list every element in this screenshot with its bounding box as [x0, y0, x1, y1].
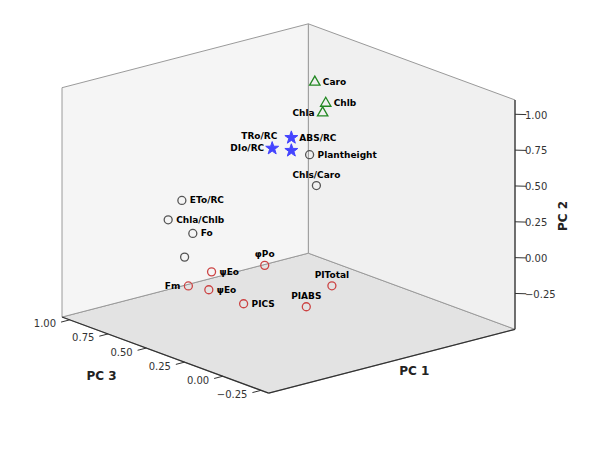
- point-label: Chla/Chlb: [176, 215, 225, 225]
- point: [321, 97, 331, 106]
- point-label: ABS/RC: [299, 133, 337, 143]
- y-tick: [214, 376, 223, 378]
- z-tick-label: 0.25: [525, 217, 547, 228]
- point: [328, 282, 336, 290]
- y-tick: [252, 390, 261, 392]
- point-label: Fm: [165, 281, 181, 291]
- point-label: TRo/RC: [241, 131, 277, 141]
- point: [266, 142, 279, 154]
- axes: PC 1 1.00 0.75 0.50 0.25 0.00 −0.25 PC 3 −0.25 0.…: [34, 100, 570, 400]
- point: [285, 131, 298, 143]
- x-axis-title: PC 1: [399, 364, 429, 378]
- point-label: PITotal: [315, 270, 350, 280]
- y-tick-label: 0.00: [187, 375, 209, 386]
- y-tick-label: 0.25: [149, 361, 171, 372]
- point-label: ETo/RC: [190, 195, 224, 205]
- point-labels: Caro Chlb Chla Plantheight Chls/Caro ETo/RC Ch…: [165, 77, 378, 309]
- y-tick: [176, 362, 185, 364]
- y-axis-title: PC 3: [86, 369, 116, 383]
- point-label: PIABS: [291, 291, 321, 301]
- point-label: Fo: [201, 228, 213, 238]
- point-label: Chls/Caro: [292, 170, 340, 180]
- point-label: Chlb: [334, 98, 357, 108]
- point: [310, 76, 320, 85]
- y-axis-line: [62, 317, 269, 393]
- point-label: φPo: [255, 249, 275, 259]
- point: [189, 229, 197, 237]
- point-label: ψEo: [217, 285, 236, 295]
- x-axis-line: [269, 329, 515, 393]
- point: [164, 216, 172, 224]
- point-label: DIo/RC: [230, 143, 264, 153]
- data-points: [164, 76, 336, 311]
- point-label: Chla: [292, 108, 314, 118]
- point: [184, 282, 192, 290]
- y-tick-label: 0.75: [72, 332, 94, 343]
- point: [285, 144, 298, 156]
- point: [317, 107, 327, 116]
- point-label: Caro: [323, 77, 346, 87]
- point-label: Plantheight: [318, 150, 378, 160]
- point: [306, 151, 314, 159]
- y-tick-label: −0.25: [217, 389, 248, 400]
- y-tick-label: 1.00: [34, 318, 56, 329]
- point: [205, 286, 213, 294]
- chart: PC 1 1.00 0.75 0.50 0.25 0.00 −0.25 PC 3 −0.25 0.…: [0, 0, 600, 453]
- y-tick: [138, 348, 147, 350]
- z-tick-label: −0.25: [525, 289, 556, 300]
- z-axis-title: PC 2: [556, 201, 570, 231]
- z-tick-label: 1.00: [525, 110, 547, 121]
- point: [240, 300, 248, 308]
- z-tick-label: 0.75: [525, 145, 547, 156]
- point: [208, 268, 216, 276]
- point: [178, 196, 186, 204]
- point: [302, 303, 310, 311]
- point-label: PICS: [252, 299, 275, 309]
- point: [312, 182, 320, 190]
- y-tick: [99, 334, 108, 336]
- back-pane: [62, 24, 308, 317]
- point-label: ψEo: [220, 267, 239, 277]
- y-tick-label: 0.50: [110, 347, 132, 358]
- y-tick: [61, 320, 70, 322]
- z-tick-label: 0.50: [525, 181, 547, 192]
- panes: [62, 24, 515, 393]
- point: [261, 261, 269, 269]
- z-axis-line: [514, 100, 515, 329]
- point: [181, 253, 189, 261]
- z-tick-label: 0.00: [525, 253, 547, 264]
